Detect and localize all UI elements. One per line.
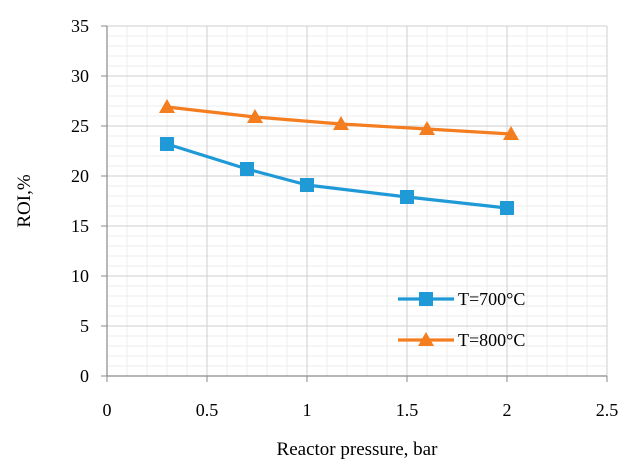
x-tick-label: 0.5	[196, 400, 219, 420]
data-point	[333, 116, 349, 130]
y-tick-label: 0	[80, 366, 89, 386]
x-tick-label: 0	[103, 400, 112, 420]
legend-marker	[418, 332, 434, 346]
data-point	[240, 162, 254, 176]
legend: T=700°C T=800°C	[398, 289, 525, 350]
x-tick-label: 1	[303, 400, 312, 420]
data-point	[503, 126, 519, 140]
y-tick-label: 35	[71, 16, 89, 36]
legend-label: T=800°C	[458, 330, 525, 350]
data-point	[160, 137, 174, 151]
data-point	[159, 99, 175, 113]
y-tick-label: 15	[71, 216, 89, 236]
series-2	[159, 99, 519, 140]
data-point	[300, 178, 314, 192]
minor-gridlines	[107, 26, 607, 376]
x-axis-label: Reactor pressure, bar	[277, 439, 439, 460]
legend-marker	[419, 292, 433, 306]
y-tick-label: 10	[71, 266, 89, 286]
data-point	[500, 201, 514, 215]
legend-item: T=700°C	[398, 289, 525, 309]
x-tick-label: 1.5	[396, 400, 419, 420]
major-gridlines	[107, 25, 608, 376]
legend-label: T=700°C	[458, 289, 525, 309]
tick-labels: 0 0.5 1 1.5 2 2.5 0 5 10 15 20 25 30 35	[71, 16, 618, 420]
x-tick-label: 2	[503, 400, 512, 420]
y-axis-label: ROI,%	[14, 174, 35, 227]
y-tick-label: 20	[71, 166, 89, 186]
y-tick-label: 5	[80, 316, 89, 336]
data-point	[419, 121, 435, 135]
y-tick-label: 30	[71, 66, 89, 86]
legend-item: T=800°C	[398, 330, 525, 350]
series-layer	[159, 99, 519, 215]
axes	[101, 25, 608, 382]
y-tick-label: 25	[71, 116, 89, 136]
x-tick-label: 2.5	[596, 400, 619, 420]
data-point	[247, 109, 263, 123]
series-1	[160, 137, 514, 215]
data-point	[400, 190, 414, 204]
